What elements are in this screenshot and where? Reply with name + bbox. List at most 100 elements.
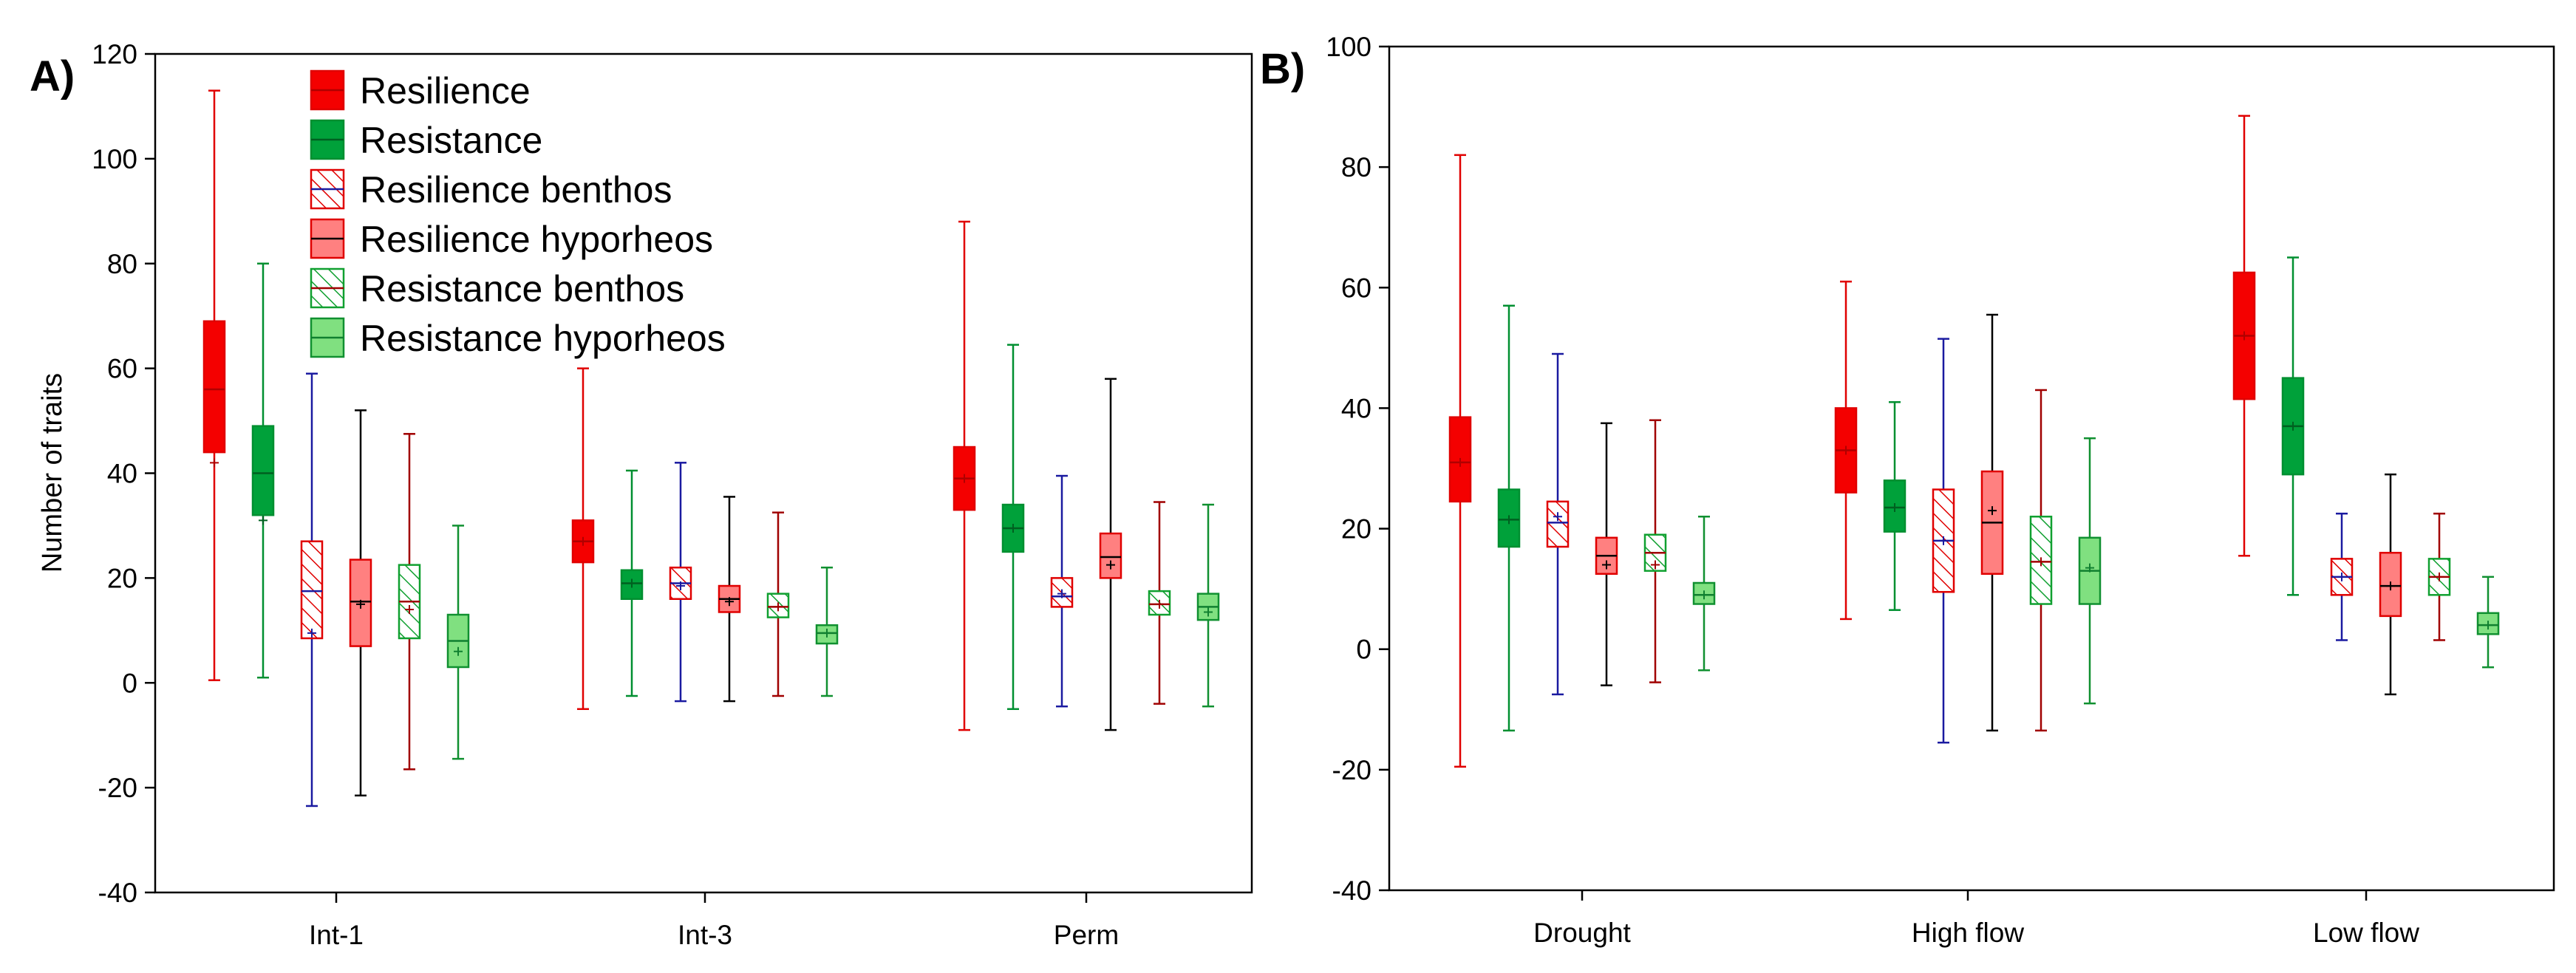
panel-b-y-tick-label: -20 <box>1332 755 1372 785</box>
panel-b-y-tick-label: 0 <box>1356 635 1372 665</box>
mean-marker <box>2289 421 2297 431</box>
panel-b-axes: -40 -20 0 20 40 60 80 100 Drought High flow Low fl… <box>1326 32 2419 948</box>
mean-marker <box>627 578 636 588</box>
mean-marker <box>822 628 831 638</box>
mean-marker <box>579 536 587 546</box>
panel-a-y-tick-label: 0 <box>122 668 137 698</box>
panel-a-y-tick-label: 120 <box>92 39 137 69</box>
panel-b-x-tick-label-low-flow: Low flow <box>2313 918 2419 948</box>
mean-marker <box>676 581 685 591</box>
mean-marker <box>1057 589 1066 598</box>
panel-b-box-resilience-benthos-high-flow <box>1932 338 1955 744</box>
mean-marker <box>1553 512 1562 522</box>
mean-marker <box>2240 331 2249 341</box>
legend-item-resistance-benthos: Resistance benthos <box>310 267 684 310</box>
mean-marker <box>259 516 268 525</box>
mean-marker <box>210 458 219 468</box>
panel-b-label: B) <box>1260 45 1305 93</box>
legend-item-resistance: Resistance <box>310 119 542 161</box>
panel-b-box-resistance-benthos-high-flow <box>2029 389 2053 732</box>
panel-a-y-tick-label: 80 <box>107 249 137 279</box>
panel-a-x-tick-label-int-1: Int-1 <box>309 920 364 950</box>
legend-item-resilience-benthos: Resilience benthos <box>310 168 672 211</box>
panel-a-box-resilience-hyporheos-perm <box>1099 378 1122 731</box>
mean-marker <box>774 602 783 612</box>
panel-a-y-tick-label: -40 <box>98 878 137 908</box>
legend-label: Resistance <box>360 120 542 161</box>
panel-b-box-resilience-benthos-drought <box>1546 352 1570 696</box>
panel-b-x-tick-label-drought: Drought <box>1533 918 1631 948</box>
mean-marker <box>1456 457 1465 467</box>
panel-a-axes: -40 -20 0 20 40 60 80 100 120 Int-1 Int-3 Perm <box>92 39 1119 950</box>
panel-a-box-resilience-perm <box>953 220 976 731</box>
mean-marker <box>2386 581 2395 591</box>
panel-b-y-tick-label: 80 <box>1341 152 1372 182</box>
panel-b-box-resilience-hyporheos-drought <box>1595 422 1618 686</box>
panel-b-box-resistance-low-flow <box>2281 256 2305 596</box>
mean-marker <box>454 646 463 656</box>
panel-b-x-tick-label-high-flow: High flow <box>1912 918 2024 948</box>
box <box>251 425 275 516</box>
panel-a-y-tick-label: 20 <box>107 563 137 593</box>
mean-marker <box>2037 557 2045 567</box>
mean-marker <box>2484 621 2492 630</box>
panel-a-box-resilience-hyporheos-int-1 <box>349 409 372 797</box>
mean-marker <box>960 474 969 483</box>
mean-marker <box>1890 503 1899 513</box>
mean-marker <box>356 599 365 609</box>
legend-label: Resistance hyporheos <box>360 318 726 359</box>
box <box>300 540 324 640</box>
panel-b-y-tick-label: 100 <box>1326 32 1372 62</box>
panel-a-box-resistance-benthos-perm <box>1148 501 1171 705</box>
panel-a-box-resistance-benthos-int-3 <box>766 511 790 697</box>
panel-b-box-resilience-benthos-low-flow <box>2330 512 2354 641</box>
panel-b-box-resistance-benthos-low-flow <box>2427 512 2451 641</box>
legend-label: Resilience hyporheos <box>360 219 713 260</box>
panel-a-y-tick-label: 60 <box>107 354 137 384</box>
panel-a-label: A) <box>30 52 75 100</box>
mean-marker <box>2085 563 2094 573</box>
panel-b-box-resistance-drought <box>1497 304 1521 732</box>
mean-marker <box>405 604 414 614</box>
panel-b-box-resilience-high-flow <box>1834 280 1858 621</box>
panel-b-plot-frame <box>1388 45 2555 892</box>
panel-b-box-resistance-hyporheos-low-flow <box>2476 576 2500 669</box>
mean-marker <box>2337 572 2346 581</box>
panel-b-box-resilience-hyporheos-high-flow <box>1980 313 2004 732</box>
panel-b-box-resilience-hyporheos-low-flow <box>2379 473 2402 696</box>
mean-marker <box>1204 607 1213 617</box>
panel-b-y-tick-label: 60 <box>1341 273 1372 303</box>
panel-a-x-tick-label-perm: Perm <box>1054 920 1119 950</box>
panel-a: A) Number of traits -40 -20 0 20 40 60 80 100 12… <box>30 39 1253 950</box>
panel-a-y-axis-label: Number of traits <box>37 373 68 573</box>
panel-a-box-resilience-int-1 <box>202 89 226 681</box>
panel-a-box-resistance-perm <box>1001 344 1025 710</box>
box <box>202 320 226 454</box>
panel-a-box-resistance-int-3 <box>620 469 644 697</box>
legend-item-resilience: Resilience <box>310 69 531 112</box>
panel-a-box-resistance-int-1 <box>251 262 275 679</box>
mean-marker <box>725 597 734 607</box>
panel-a-box-resilience-benthos-int-1 <box>300 372 324 808</box>
mean-marker <box>1988 506 1997 516</box>
mean-marker <box>1009 523 1018 533</box>
mean-marker <box>1505 515 1513 525</box>
legend-label: Resilience benthos <box>360 169 672 211</box>
mean-marker <box>2435 572 2444 581</box>
panel-a-box-resilience-benthos-int-3 <box>669 462 692 703</box>
box <box>1148 590 1171 616</box>
panel-a-x-tick-label-int-3: Int-3 <box>678 920 732 950</box>
mean-marker <box>1106 560 1115 570</box>
panel-a-legend: Resilience Resistance Resilience benthos Re… <box>310 69 726 359</box>
panel-a-box-resistance-hyporheos-perm <box>1196 503 1220 708</box>
panel-b-y-tick-label: 40 <box>1341 393 1372 423</box>
panel-a-box-resilience-benthos-perm <box>1050 474 1074 708</box>
legend-item-resilience-hyporheos: Resilience hyporheos <box>310 218 713 260</box>
legend-item-resistance-hyporheos: Resistance hyporheos <box>310 317 726 359</box>
panel-b: B) -40 -20 0 20 40 60 80 100 Drought High flow Low… <box>1260 32 2555 948</box>
panel-a-boxes <box>202 89 1220 808</box>
mean-marker <box>1939 536 1948 545</box>
panel-b-box-resistance-benthos-drought <box>1643 419 1667 683</box>
panel-b-box-resistance-hyporheos-drought <box>1692 516 1716 672</box>
mean-marker <box>1155 599 1164 609</box>
